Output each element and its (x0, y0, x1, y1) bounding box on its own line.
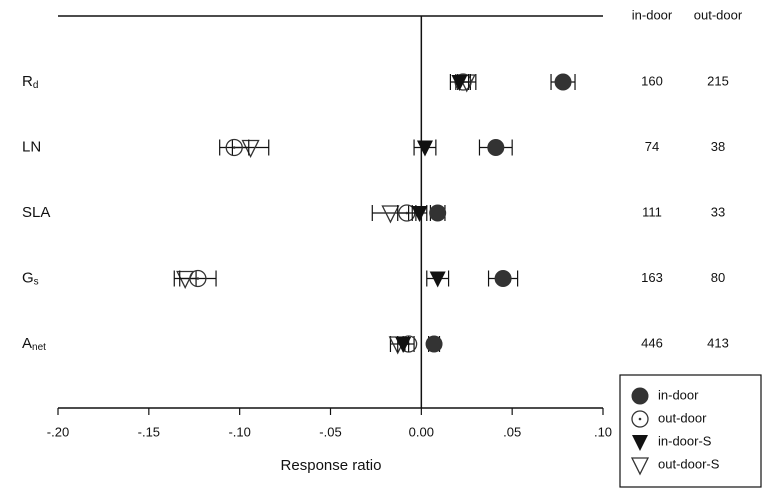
marker (630, 457, 650, 476)
x-tick-label: -.15 (138, 424, 160, 439)
x-tick-label: -.05 (319, 424, 341, 439)
marker-dot (196, 277, 200, 280)
marker-dot (405, 211, 409, 215)
marker (411, 206, 428, 222)
count-label: 33 (711, 204, 725, 219)
marker-shape (429, 271, 446, 288)
category-subscript: s (34, 276, 39, 287)
marker-shape (381, 205, 400, 224)
count-label: 446 (641, 335, 663, 350)
category-label: LN (22, 138, 41, 155)
legend-label: out-door (658, 410, 707, 425)
legend-label: in-door (658, 387, 699, 402)
marker (487, 139, 505, 156)
marker-shape (395, 337, 412, 353)
marker-shape (429, 204, 447, 222)
x-tick-label: -.10 (228, 424, 250, 439)
marker-shape (494, 270, 512, 287)
marker (176, 270, 195, 289)
marker-shape (554, 73, 572, 91)
column-header: in-door (632, 7, 673, 22)
count-label: 80 (711, 270, 725, 285)
category-label: SLA (22, 204, 50, 221)
count-label: 111 (642, 204, 662, 219)
marker (631, 410, 649, 428)
x-axis-label: Response ratio (281, 457, 382, 474)
marker (241, 139, 260, 158)
marker-shape (225, 138, 243, 157)
category-subscript: d (33, 80, 39, 91)
marker-shape (487, 139, 505, 156)
category-text: R (22, 73, 33, 90)
marker-shape (176, 270, 195, 289)
x-tick-label: .05 (503, 424, 521, 439)
marker-shape (189, 269, 207, 288)
marker-shape (425, 335, 443, 353)
count-label: 215 (707, 73, 729, 88)
marker-shape (632, 435, 648, 451)
marker-shape (631, 410, 649, 428)
x-tick-label: 0.00 (409, 424, 434, 439)
legend-label: in-door-S (658, 433, 712, 448)
count-label: 74 (645, 139, 659, 154)
category-text: G (22, 269, 34, 286)
marker (494, 270, 512, 287)
marker-shape (411, 206, 428, 222)
marker (189, 269, 207, 288)
marker (554, 73, 572, 91)
x-tick-label: .10 (594, 424, 612, 439)
category-label: Rd (22, 73, 38, 91)
marker-shape (631, 387, 649, 405)
x-tick-label: -.20 (47, 424, 69, 439)
marker-shape (630, 457, 650, 476)
marker (425, 335, 443, 353)
count-label: 160 (641, 73, 663, 88)
marker (381, 205, 400, 224)
category-label: Gs (22, 269, 39, 287)
marker (429, 271, 446, 288)
marker (632, 435, 648, 451)
marker-shape (241, 139, 260, 158)
category-subscript: net (32, 342, 46, 353)
category-text: LN (22, 138, 41, 155)
marker-shape (416, 140, 433, 157)
count-label: 163 (641, 270, 663, 285)
marker (395, 337, 412, 353)
marker-dot (232, 146, 236, 149)
marker (631, 387, 649, 405)
marker (225, 138, 243, 157)
marker (451, 75, 468, 91)
marker (416, 140, 433, 157)
category-text: SLA (22, 204, 50, 221)
count-label: 413 (707, 335, 729, 350)
marker (429, 204, 447, 222)
category-label: Anet (22, 335, 46, 353)
legend-label: out-door-S (658, 456, 720, 471)
marker-shape (451, 75, 468, 91)
column-header: out-door (694, 7, 743, 22)
marker-dot (638, 417, 642, 421)
count-label: 38 (711, 139, 725, 154)
category-text: A (22, 335, 32, 352)
